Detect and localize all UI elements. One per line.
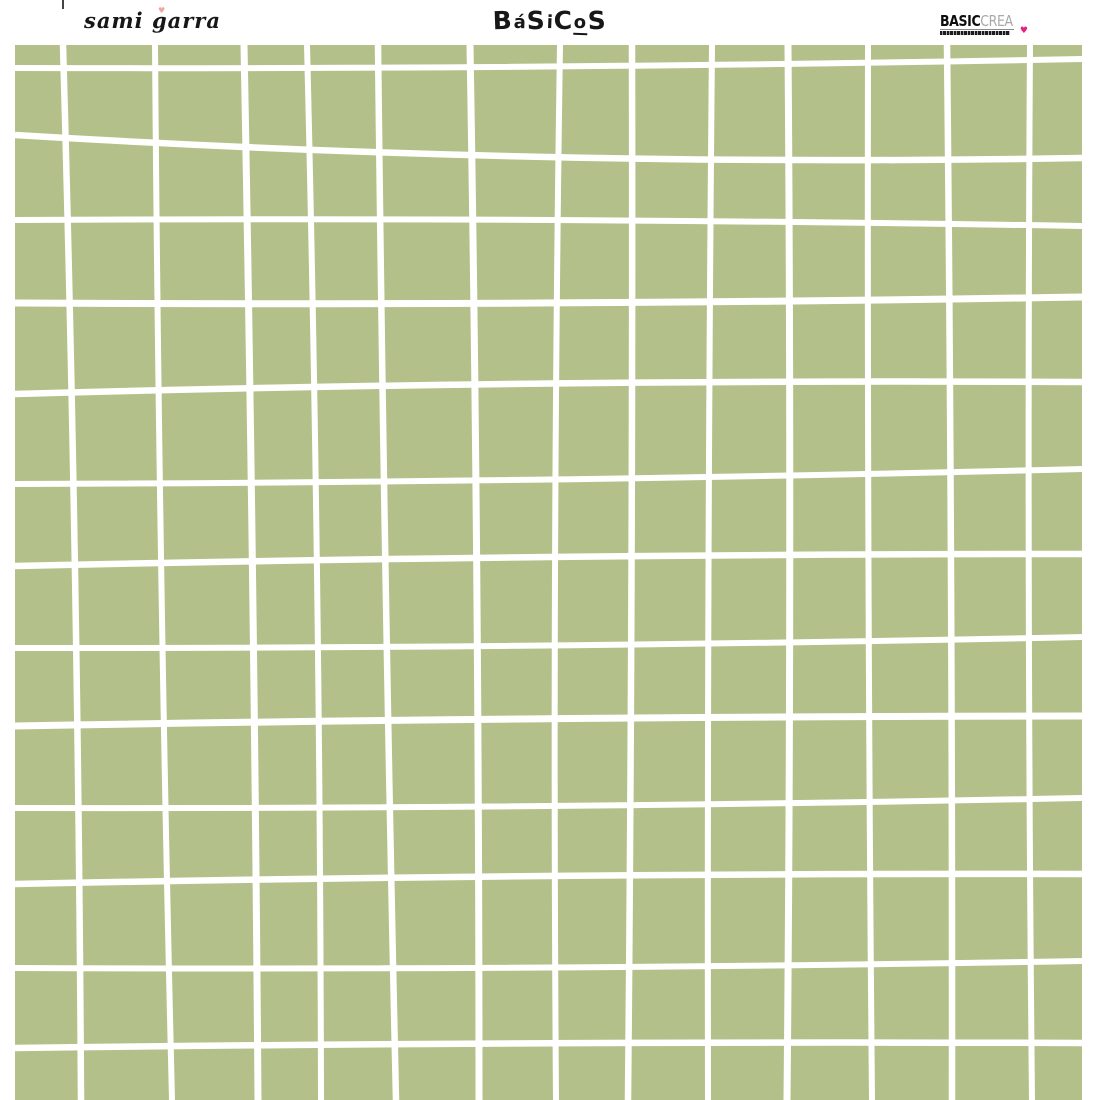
grid-vertical-line (466, 45, 483, 1100)
brand-logo-tagline-strip (940, 31, 1010, 35)
title-letter: o (573, 11, 589, 36)
brand-logo-bold-part: BASIC (940, 12, 981, 30)
artist-name: sami garra (84, 8, 221, 33)
grid-horizontal-line (15, 378, 1082, 398)
grid-horizontal-line (15, 293, 1082, 308)
grid-horizontal-line (15, 958, 1082, 972)
grid-vertical-line (304, 45, 324, 1100)
grid-horizontal-line (15, 634, 1082, 652)
grid-vertical-line (864, 45, 875, 1100)
grid-horizontal-line (15, 131, 1082, 164)
grid-vertical-line (374, 45, 400, 1100)
grid-horizontal-line (15, 795, 1082, 812)
sheet-header: ♥ sami garra BáSiCoS BASICCREA ♥ (0, 0, 1100, 45)
title-letter: á (512, 11, 528, 34)
title-letter: B (492, 5, 514, 36)
collection-title: BáSiCoS (492, 5, 608, 37)
grid-vertical-line (59, 45, 85, 1100)
crop-mark (62, 0, 64, 9)
grid-vertical-line (240, 45, 262, 1100)
brand-logo-wordmark: BASICCREA (940, 12, 1013, 30)
heart-icon: ♥ (1019, 26, 1028, 36)
artist-signature: ♥ sami garra (84, 5, 221, 33)
grid-vertical-line (152, 45, 175, 1100)
title-letter: S (587, 5, 608, 36)
grid-horizontal-line (15, 870, 1082, 888)
grid-pattern (15, 45, 1082, 1100)
grid-vertical-line (624, 45, 636, 1100)
title-letter: S (526, 5, 547, 36)
heart-accent-icon: ♥ (158, 5, 167, 15)
grid-horizontal-line (15, 550, 1082, 570)
grid-horizontal-line (15, 712, 1082, 730)
brand-logo: BASICCREA ♥ (940, 12, 1028, 36)
grid-vertical-line (1025, 45, 1035, 1100)
grid-horizontal-line (15, 216, 1082, 229)
grid-horizontal-line (15, 466, 1082, 487)
grid-vertical-line (783, 45, 794, 1100)
grid-vertical-line (551, 45, 563, 1100)
brand-logo-rule (940, 29, 1014, 30)
pattern-background (15, 45, 1082, 1100)
grid-horizontal-line (15, 56, 1082, 72)
grid-vertical-line (943, 45, 956, 1100)
grid-horizontal-line (15, 1039, 1082, 1052)
grid-vertical-line (704, 45, 715, 1100)
title-letter: C (553, 5, 575, 36)
brand-logo-light-part: CREA (980, 12, 1013, 30)
